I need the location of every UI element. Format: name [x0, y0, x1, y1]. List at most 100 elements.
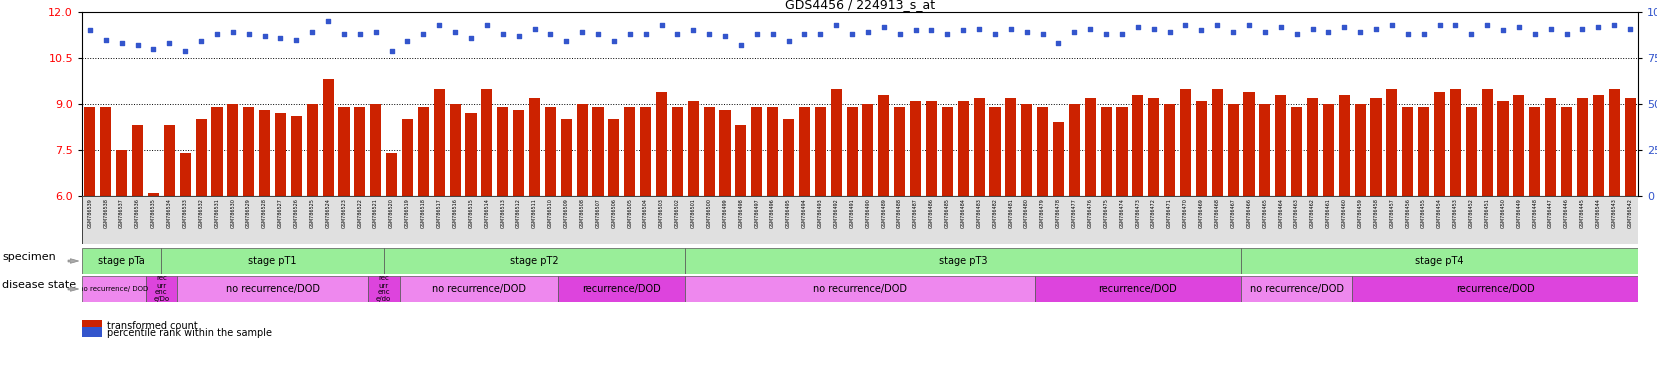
Bar: [592, 107, 603, 196]
Bar: [640, 107, 651, 196]
Bar: [862, 104, 873, 196]
Point: [901, 27, 928, 33]
Bar: [1528, 107, 1539, 196]
Point: [252, 33, 278, 39]
Text: GSM786544: GSM786544: [1594, 199, 1601, 228]
Text: GSM786482: GSM786482: [993, 199, 998, 228]
Bar: [623, 107, 635, 196]
Bar: [1148, 98, 1158, 196]
Point: [124, 42, 151, 48]
Text: GSM786463: GSM786463: [1294, 199, 1299, 228]
Point: [822, 22, 848, 28]
Bar: [656, 92, 666, 196]
Bar: [1004, 98, 1016, 196]
Text: GSM786454: GSM786454: [1437, 199, 1442, 228]
Point: [1266, 24, 1292, 30]
Point: [1220, 29, 1246, 35]
Point: [853, 29, 880, 35]
Point: [886, 31, 913, 37]
Text: GSM786511: GSM786511: [532, 199, 537, 228]
Point: [1171, 22, 1198, 28]
Bar: [989, 107, 999, 196]
Bar: [161, 248, 383, 274]
Text: GSM786460: GSM786460: [1341, 199, 1345, 228]
Bar: [529, 98, 540, 196]
Text: stage pT2: stage pT2: [510, 256, 558, 266]
Point: [870, 24, 896, 30]
Bar: [1259, 104, 1269, 196]
Text: transformed count: transformed count: [106, 321, 197, 331]
Point: [1283, 31, 1309, 37]
Point: [998, 25, 1024, 31]
Point: [537, 31, 563, 37]
Bar: [925, 101, 936, 196]
Bar: [1448, 89, 1460, 196]
Bar: [1226, 104, 1238, 196]
Text: GSM786528: GSM786528: [262, 199, 267, 228]
Text: no recurrence/ DOD: no recurrence/ DOD: [80, 286, 147, 292]
Bar: [577, 104, 587, 196]
Bar: [1402, 107, 1412, 196]
Point: [775, 38, 802, 45]
Bar: [941, 107, 953, 196]
Bar: [449, 104, 461, 196]
Bar: [244, 107, 254, 196]
Bar: [1576, 98, 1587, 196]
Bar: [1291, 107, 1301, 196]
Bar: [1036, 107, 1047, 196]
Bar: [275, 113, 287, 196]
Bar: [290, 116, 302, 196]
Text: rec
urr
enc
e/do: rec urr enc e/do: [376, 275, 391, 303]
Point: [394, 38, 421, 45]
Text: stage pT3: stage pT3: [938, 256, 988, 266]
Bar: [227, 104, 239, 196]
Point: [1029, 31, 1056, 37]
Text: GSM786498: GSM786498: [737, 199, 742, 228]
Point: [600, 38, 626, 45]
Point: [426, 22, 452, 28]
Text: GSM786486: GSM786486: [928, 199, 933, 228]
Bar: [512, 110, 524, 196]
Text: GSM786488: GSM786488: [896, 199, 901, 228]
Point: [1457, 31, 1483, 37]
Text: GSM786500: GSM786500: [706, 199, 711, 228]
Point: [1568, 25, 1594, 31]
Point: [187, 38, 214, 45]
Point: [727, 42, 754, 48]
Text: GSM786474: GSM786474: [1118, 199, 1123, 228]
Text: GSM786542: GSM786542: [1627, 199, 1632, 228]
Point: [1188, 27, 1215, 33]
Bar: [558, 276, 684, 302]
Text: GSM786523: GSM786523: [341, 199, 346, 228]
Text: GSM786484: GSM786484: [959, 199, 964, 228]
Point: [1505, 24, 1531, 30]
Bar: [1069, 104, 1079, 196]
Text: GSM786510: GSM786510: [547, 199, 552, 228]
Point: [315, 18, 341, 24]
Point: [172, 48, 199, 54]
Point: [1060, 29, 1087, 35]
Point: [664, 31, 691, 37]
Point: [505, 33, 532, 39]
Text: no recurrence/DOD: no recurrence/DOD: [812, 284, 906, 294]
Bar: [719, 110, 731, 196]
Text: specimen: specimen: [2, 252, 56, 262]
Point: [1490, 27, 1516, 33]
Text: GSM786527: GSM786527: [278, 199, 283, 228]
Text: GSM786489: GSM786489: [882, 199, 886, 228]
Point: [378, 48, 404, 54]
Bar: [338, 107, 350, 196]
Point: [1601, 22, 1627, 28]
Bar: [545, 107, 555, 196]
Text: GSM786446: GSM786446: [1563, 199, 1568, 228]
Point: [1155, 29, 1181, 35]
Bar: [355, 107, 365, 196]
Point: [457, 35, 484, 41]
Bar: [560, 119, 572, 196]
Point: [489, 31, 515, 37]
Bar: [1241, 276, 1352, 302]
Point: [790, 31, 817, 37]
Bar: [1306, 98, 1317, 196]
Text: GSM786472: GSM786472: [1150, 199, 1155, 228]
Text: GSM786457: GSM786457: [1389, 199, 1394, 228]
